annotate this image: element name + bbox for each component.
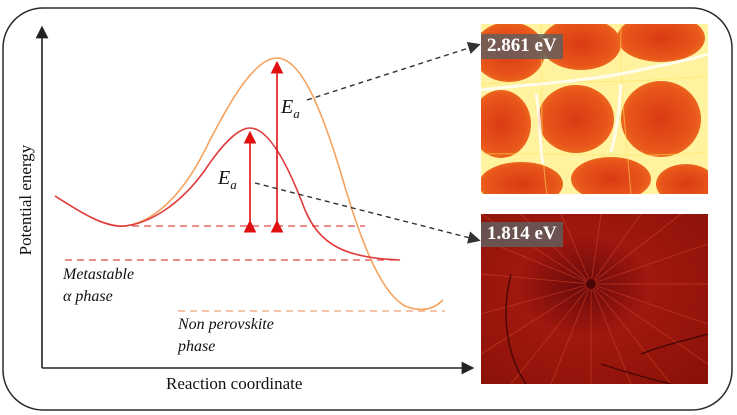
x-axis-label: Reaction coordinate <box>166 374 303 393</box>
pointer-bottom <box>254 182 481 244</box>
energy-label-top: 2.861 eV <box>481 34 563 59</box>
ea-label-upper: Ea <box>281 96 300 121</box>
pointer-top <box>306 42 481 101</box>
y-axis-label: Potential energy <box>16 144 35 256</box>
metastable-label: Metastable α phase <box>63 266 135 305</box>
outer-frame <box>2 7 733 411</box>
curve-lower-barrier <box>54 127 401 261</box>
ea-label-lower: Ea <box>218 167 237 192</box>
energy-label-bottom: 1.814 eV <box>481 222 563 247</box>
non-perovskite-label: Non perovskite phase <box>178 316 274 355</box>
